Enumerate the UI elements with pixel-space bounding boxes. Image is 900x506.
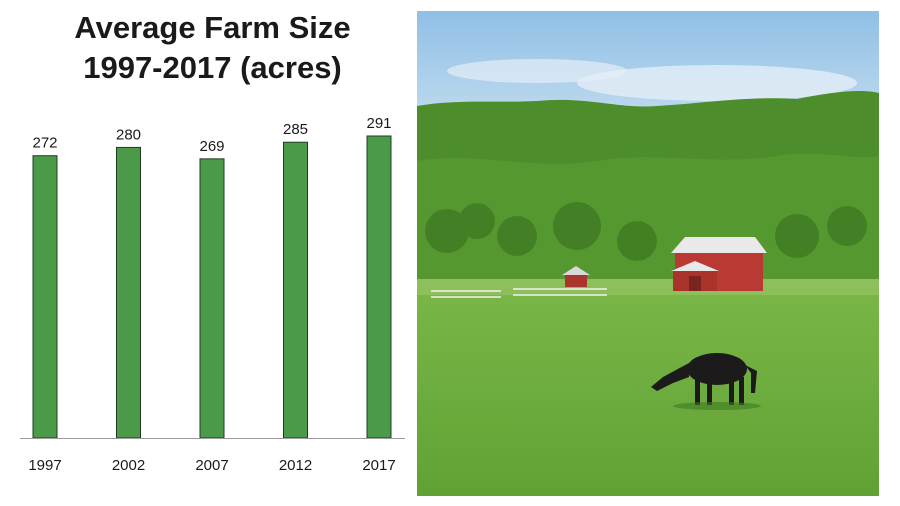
small-shed [562, 266, 590, 287]
farm-photo [417, 11, 879, 496]
data-label-2007: 269 [199, 138, 224, 155]
x-tick-label-2017: 2017 [362, 457, 395, 474]
data-label-2017: 291 [366, 115, 391, 132]
hill-highlights [417, 153, 879, 293]
pasture [417, 289, 879, 496]
chart-title-line-1: Average Farm Size [74, 10, 351, 45]
distant-field [417, 279, 879, 295]
chart-title-line-2: 1997-2017 (acres) [83, 50, 342, 85]
white-fence [431, 288, 607, 298]
data-label-2002: 280 [116, 126, 141, 143]
red-barn [671, 237, 767, 291]
farm-photo-illustration [417, 11, 879, 496]
x-tick-label-1997: 1997 [28, 457, 61, 474]
bar-1997 [32, 155, 58, 439]
bar-chart: Average Farm Size 1997-2017 (acres) 272 1… [0, 0, 415, 506]
cow-shadow [673, 402, 761, 410]
x-tick-label-2012: 2012 [279, 457, 312, 474]
bar-2007 [199, 158, 225, 439]
tree-clusters [425, 202, 867, 261]
x-tick-label-2007: 2007 [195, 457, 228, 474]
bar-2012 [283, 141, 308, 439]
bar-2002 [116, 146, 141, 439]
cloud [447, 59, 627, 83]
bar-2017 [366, 135, 392, 439]
cow-silhouette [651, 353, 757, 405]
chart-title: Average Farm Size 1997-2017 (acres) [0, 8, 425, 88]
data-label-2012: 285 [283, 121, 308, 138]
data-label-1997: 272 [32, 135, 57, 152]
chart-plot-area: 272 1997 280 2002 269 2007 285 2012 291 2017 [20, 115, 405, 474]
cloud [577, 65, 857, 101]
x-tick-label-2002: 2002 [112, 457, 145, 474]
